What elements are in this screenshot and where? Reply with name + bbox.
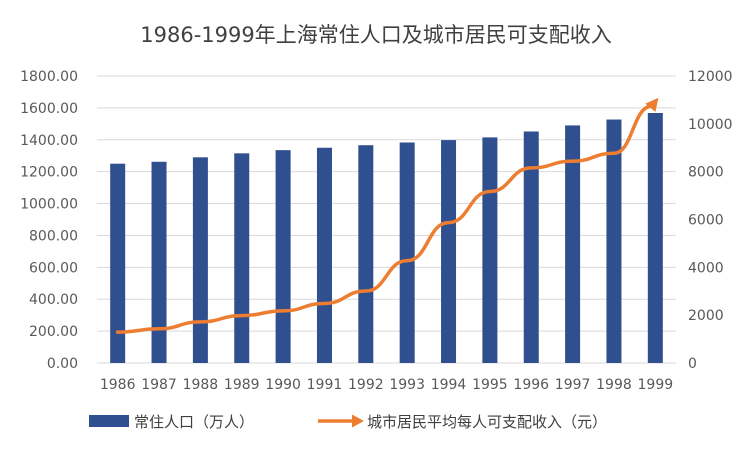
income-point-1988 (198, 320, 202, 324)
y-right-tick-label: 8000 (688, 165, 724, 181)
y-right-tick-label: 12000 (688, 69, 733, 85)
x-tick-label: 1997 (555, 377, 591, 393)
y-axis-left: 0.00 200.00 400.00 600.00 800.00 1000.00 1200.… (20, 69, 78, 372)
x-tick-label: 1995 (472, 377, 508, 393)
y-left-tick-label: 200.00 (29, 324, 78, 340)
bar-1994 (441, 140, 457, 363)
bar-1996 (523, 131, 539, 363)
bar-1993 (399, 142, 415, 363)
bar-1990 (275, 150, 291, 363)
income-point-1987 (157, 327, 161, 331)
income-point-1992 (364, 289, 368, 293)
income-point-1997 (571, 159, 575, 163)
income-point-1995 (488, 190, 492, 194)
y-left-tick-label: 400.00 (29, 292, 78, 308)
bar-1992 (358, 145, 374, 363)
y-left-tick-label: 1800.00 (20, 69, 78, 85)
income-arrowhead (645, 97, 659, 112)
y-left-tick-label: 1200.00 (20, 165, 78, 181)
legend-label-income: 城市居民平均每人可支配收入（元） (367, 413, 607, 431)
income-point-1998 (612, 151, 616, 155)
line-series (115, 97, 659, 334)
income-point-1996 (529, 166, 533, 170)
x-tick-label: 1991 (307, 377, 343, 393)
legend: 常住人口（万人） 城市居民平均每人可支配收入（元） (89, 413, 607, 431)
x-tick-label: 1987 (141, 377, 177, 393)
income-point-1993 (405, 259, 409, 263)
income-point-1994 (447, 221, 451, 225)
x-tick-label: 1998 (596, 377, 632, 393)
x-tick-label: 1992 (348, 377, 384, 393)
y-left-tick-label: 800.00 (29, 228, 78, 244)
bar-1997 (565, 125, 581, 363)
x-tick-label: 1989 (224, 377, 260, 393)
legend-arrow-icon (352, 414, 364, 428)
bar-series (110, 112, 663, 363)
bar-1986 (110, 163, 126, 363)
income-point-1991 (322, 301, 326, 305)
bar-1999 (647, 112, 663, 363)
y-left-tick-label: 1400.00 (20, 133, 78, 149)
x-tick-label: 1999 (638, 377, 674, 393)
y-right-tick-label: 6000 (688, 213, 724, 229)
legend-bar-swatch (89, 415, 129, 427)
y-right-tick-label: 4000 (688, 260, 724, 276)
x-tick-label: 1986 (100, 377, 136, 393)
y-right-tick-label: 0 (688, 356, 697, 372)
y-left-tick-label: 600.00 (29, 260, 78, 276)
income-point-1986 (116, 330, 120, 334)
gridlines (97, 75, 676, 364)
bar-1995 (482, 137, 498, 363)
bar-1998 (606, 119, 622, 363)
x-tick-label: 1996 (513, 377, 549, 393)
bar-1989 (234, 153, 250, 363)
x-tick-label: 1993 (389, 377, 425, 393)
chart-title: 1986-1999年上海常住人口及城市居民可支配收入 (140, 23, 611, 47)
bar-1988 (192, 157, 208, 363)
y-left-tick-label: 1000.00 (20, 197, 78, 213)
bar-1987 (151, 161, 167, 363)
y-right-tick-label: 10000 (688, 117, 733, 133)
y-left-tick-label: 0.00 (47, 356, 78, 372)
income-point-1990 (281, 309, 285, 313)
x-axis: 1986 1987 1988 1989 1990 1991 1992 1993 1994 1995… (100, 377, 673, 393)
bar-1991 (316, 147, 332, 363)
x-tick-label: 1988 (183, 377, 219, 393)
x-tick-label: 1990 (265, 377, 301, 393)
income-point-1989 (240, 314, 244, 318)
x-tick-label: 1994 (431, 377, 467, 393)
y-left-tick-label: 1600.00 (20, 101, 78, 117)
legend-label-population: 常住人口（万人） (134, 413, 254, 431)
y-axis-right: 0 2000 4000 6000 8000 10000 12000 (688, 69, 733, 372)
y-right-tick-label: 2000 (688, 308, 724, 324)
